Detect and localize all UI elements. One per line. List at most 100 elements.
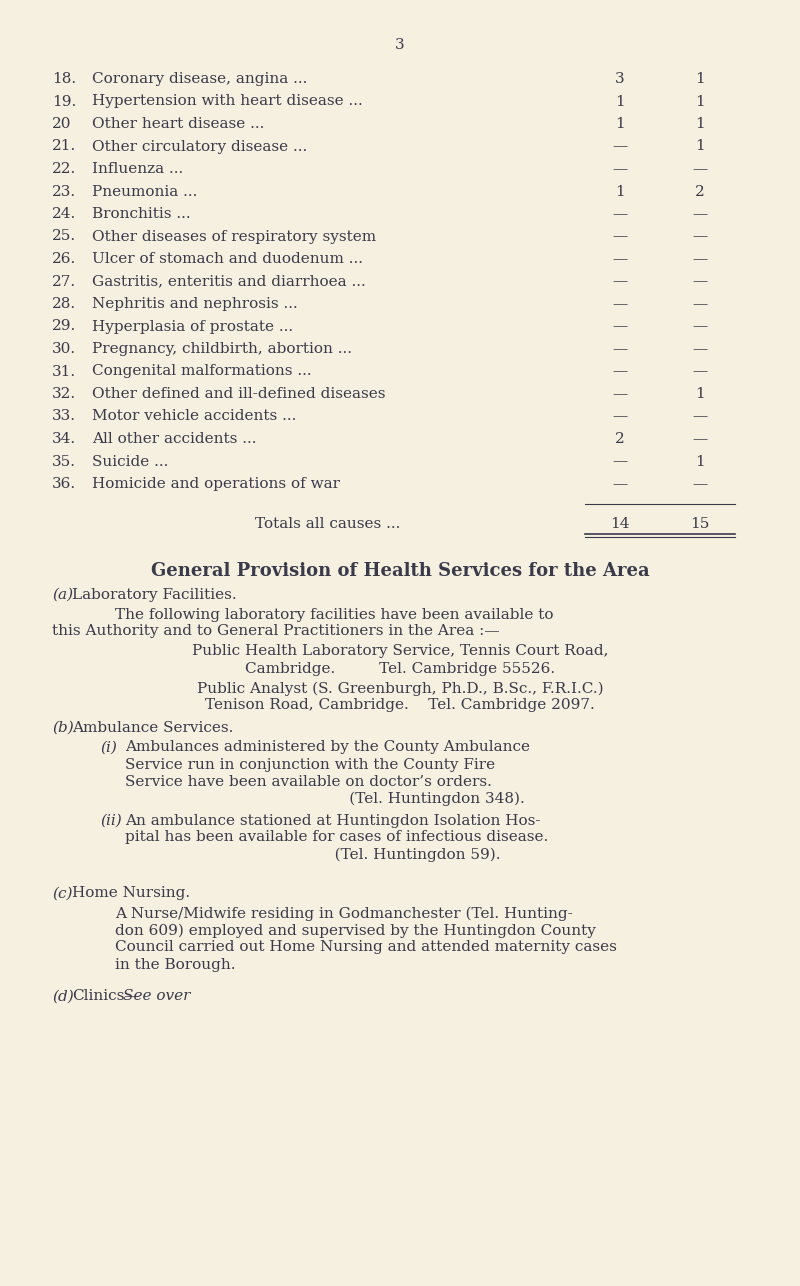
Text: in the Borough.: in the Borough. [115, 958, 235, 971]
Text: All other accidents ...: All other accidents ... [92, 432, 257, 446]
Text: —: — [612, 252, 628, 266]
Text: —: — [612, 139, 628, 153]
Text: Gastritis, enteritis and diarrhoea ...: Gastritis, enteritis and diarrhoea ... [92, 274, 366, 288]
Text: this Authority and to General Practitioners in the Area :—: this Authority and to General Practition… [52, 625, 500, 639]
Text: 22.: 22. [52, 162, 76, 176]
Text: —: — [612, 477, 628, 491]
Text: 35.: 35. [52, 454, 76, 468]
Text: Service run in conjunction with the County Fire: Service run in conjunction with the Coun… [125, 757, 495, 772]
Text: 25.: 25. [52, 229, 76, 243]
Text: —: — [612, 409, 628, 423]
Text: Ulcer of stomach and duodenum ...: Ulcer of stomach and duodenum ... [92, 252, 363, 266]
Text: 29.: 29. [52, 319, 76, 333]
Text: 15: 15 [690, 517, 710, 531]
Text: 3: 3 [395, 39, 405, 51]
Text: —: — [612, 229, 628, 243]
Text: —: — [612, 207, 628, 221]
Text: 1: 1 [615, 184, 625, 198]
Text: Ambulance Services.: Ambulance Services. [72, 720, 234, 734]
Text: —: — [692, 207, 708, 221]
Text: 1: 1 [695, 72, 705, 86]
Text: See over: See over [123, 989, 190, 1003]
Text: —: — [692, 297, 708, 311]
Text: —: — [692, 342, 708, 356]
Text: —: — [692, 319, 708, 333]
Text: Pneumonia ...: Pneumonia ... [92, 184, 198, 198]
Text: Congenital malformations ...: Congenital malformations ... [92, 364, 312, 378]
Text: 34.: 34. [52, 432, 76, 446]
Text: 1: 1 [695, 117, 705, 131]
Text: 18.: 18. [52, 72, 76, 86]
Text: 2: 2 [615, 432, 625, 446]
Text: —: — [612, 162, 628, 176]
Text: (b): (b) [52, 720, 74, 734]
Text: don 609) employed and supervised by the Huntingdon County: don 609) employed and supervised by the … [115, 923, 596, 937]
Text: 1: 1 [695, 139, 705, 153]
Text: Clinics—: Clinics— [72, 989, 140, 1003]
Text: —: — [612, 454, 628, 468]
Text: 19.: 19. [52, 94, 76, 108]
Text: —: — [692, 274, 708, 288]
Text: 30.: 30. [52, 342, 76, 356]
Text: Hypertension with heart disease ...: Hypertension with heart disease ... [92, 94, 362, 108]
Text: (ii): (ii) [100, 814, 122, 827]
Text: —: — [692, 229, 708, 243]
Text: —: — [612, 342, 628, 356]
Text: Suicide ...: Suicide ... [92, 454, 168, 468]
Text: Home Nursing.: Home Nursing. [72, 886, 190, 900]
Text: (i): (i) [100, 741, 117, 755]
Text: Ambulances administered by the County Ambulance: Ambulances administered by the County Am… [125, 741, 530, 755]
Text: 1: 1 [615, 94, 625, 108]
Text: Pregnancy, childbirth, abortion ...: Pregnancy, childbirth, abortion ... [92, 342, 352, 356]
Text: 32.: 32. [52, 387, 76, 401]
Text: 1: 1 [695, 454, 705, 468]
Text: —: — [612, 364, 628, 378]
Text: An ambulance stationed at Huntingdon Isolation Hos-: An ambulance stationed at Huntingdon Iso… [125, 814, 541, 827]
Text: pital has been available for cases of infectious disease.: pital has been available for cases of in… [125, 831, 548, 845]
Text: —: — [692, 252, 708, 266]
Text: (a): (a) [52, 588, 73, 602]
Text: 31.: 31. [52, 364, 76, 378]
Text: Nephritis and nephrosis ...: Nephritis and nephrosis ... [92, 297, 298, 311]
Text: —: — [692, 477, 708, 491]
Text: —: — [612, 319, 628, 333]
Text: 36.: 36. [52, 477, 76, 491]
Text: —: — [692, 162, 708, 176]
Text: 1: 1 [695, 94, 705, 108]
Text: Service have been available on doctor’s orders.: Service have been available on doctor’s … [125, 774, 492, 788]
Text: —: — [692, 364, 708, 378]
Text: —: — [692, 432, 708, 446]
Text: —: — [612, 387, 628, 401]
Text: —: — [612, 297, 628, 311]
Text: 20: 20 [52, 117, 71, 131]
Text: 23.: 23. [52, 184, 76, 198]
Text: 2: 2 [695, 184, 705, 198]
Text: Hyperplasia of prostate ...: Hyperplasia of prostate ... [92, 319, 293, 333]
Text: Laboratory Facilities.: Laboratory Facilities. [72, 588, 237, 602]
Text: Bronchitis ...: Bronchitis ... [92, 207, 190, 221]
Text: Council carried out Home Nursing and attended maternity cases: Council carried out Home Nursing and att… [115, 940, 617, 954]
Text: —: — [692, 409, 708, 423]
Text: 21.: 21. [52, 139, 76, 153]
Text: (Tel. Huntingdon 59).: (Tel. Huntingdon 59). [125, 847, 501, 862]
Text: General Provision of Health Services for the Area: General Provision of Health Services for… [150, 562, 650, 580]
Text: 14: 14 [610, 517, 630, 531]
Text: Other diseases of respiratory system: Other diseases of respiratory system [92, 229, 376, 243]
Text: 26.: 26. [52, 252, 76, 266]
Text: (c): (c) [52, 886, 73, 900]
Text: (Tel. Huntingdon 348).: (Tel. Huntingdon 348). [125, 791, 525, 806]
Text: —: — [612, 274, 628, 288]
Text: (d): (d) [52, 989, 74, 1003]
Text: A Nurse/Midwife residing in Godmanchester (Tel. Hunting-: A Nurse/Midwife residing in Godmancheste… [115, 907, 573, 921]
Text: Other defined and ill-defined diseases: Other defined and ill-defined diseases [92, 387, 386, 401]
Text: Public Health Laboratory Service, Tennis Court Road,: Public Health Laboratory Service, Tennis… [192, 644, 608, 658]
Text: 1: 1 [695, 387, 705, 401]
Text: Motor vehicle accidents ...: Motor vehicle accidents ... [92, 409, 296, 423]
Text: 33.: 33. [52, 409, 76, 423]
Text: Cambridge.         Tel. Cambridge 55526.: Cambridge. Tel. Cambridge 55526. [245, 661, 555, 675]
Text: The following laboratory facilities have been available to: The following laboratory facilities have… [115, 607, 554, 621]
Text: 1: 1 [615, 117, 625, 131]
Text: Other circulatory disease ...: Other circulatory disease ... [92, 139, 307, 153]
Text: Other heart disease ...: Other heart disease ... [92, 117, 264, 131]
Text: 24.: 24. [52, 207, 76, 221]
